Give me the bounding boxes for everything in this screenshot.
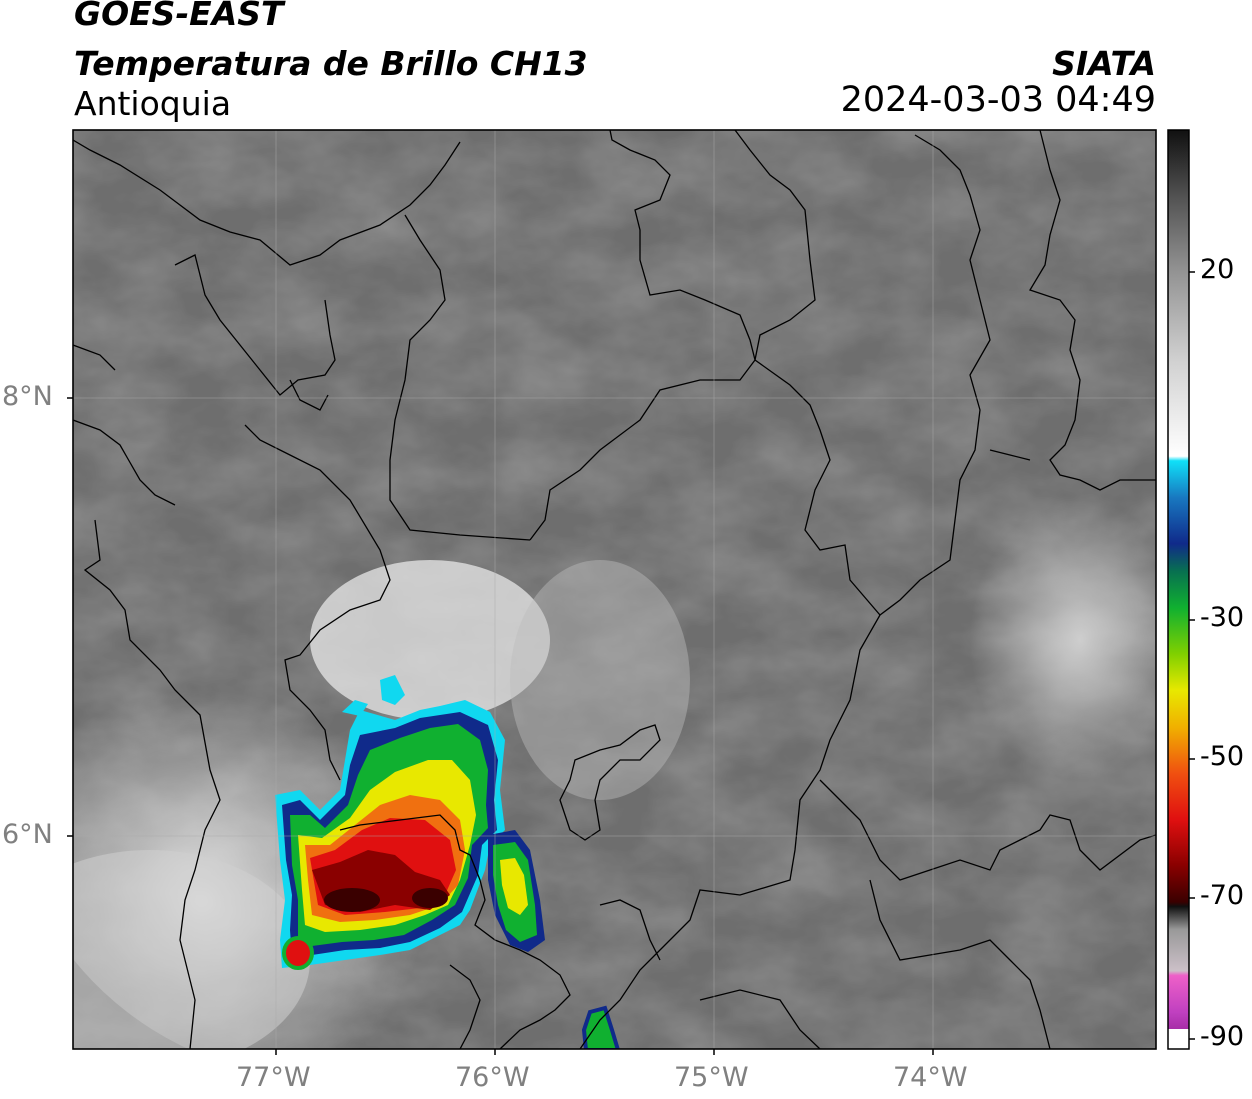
agency-label: SIATA xyxy=(1052,44,1156,83)
lon-label-76w: 76°W xyxy=(455,1062,530,1093)
lat-label-8n: 8°N xyxy=(2,381,53,412)
lon-label-77w: 77°W xyxy=(236,1062,311,1093)
map-frame xyxy=(72,129,1157,1050)
axis-ticks xyxy=(67,397,934,1055)
gridlines xyxy=(73,130,1156,1049)
region-title: Antioquia xyxy=(74,84,232,123)
colorbar xyxy=(1167,129,1195,1050)
satellite-title: GOES-EAST xyxy=(74,0,284,33)
colorbar-tick-minus70: -70 xyxy=(1200,880,1245,911)
colorbar-tick-minus90: -90 xyxy=(1200,1021,1245,1052)
product-title: Temperatura de Brillo CH13 xyxy=(74,44,588,83)
lon-label-74w: 74°W xyxy=(893,1062,968,1093)
colorbar-tick-minus50: -50 xyxy=(1200,741,1245,772)
lon-label-75w: 75°W xyxy=(674,1062,749,1093)
colorbar-tick-minus30: -30 xyxy=(1200,602,1245,633)
brightness-temperature-field xyxy=(73,130,1156,1049)
political-boundaries xyxy=(73,130,1156,1049)
colorbar-tick-20: 20 xyxy=(1200,254,1235,285)
lat-label-6n: 6°N xyxy=(2,819,53,850)
convective-storm-cell xyxy=(275,675,620,1049)
datetime-label: 2024-03-03 04:49 xyxy=(840,80,1156,120)
